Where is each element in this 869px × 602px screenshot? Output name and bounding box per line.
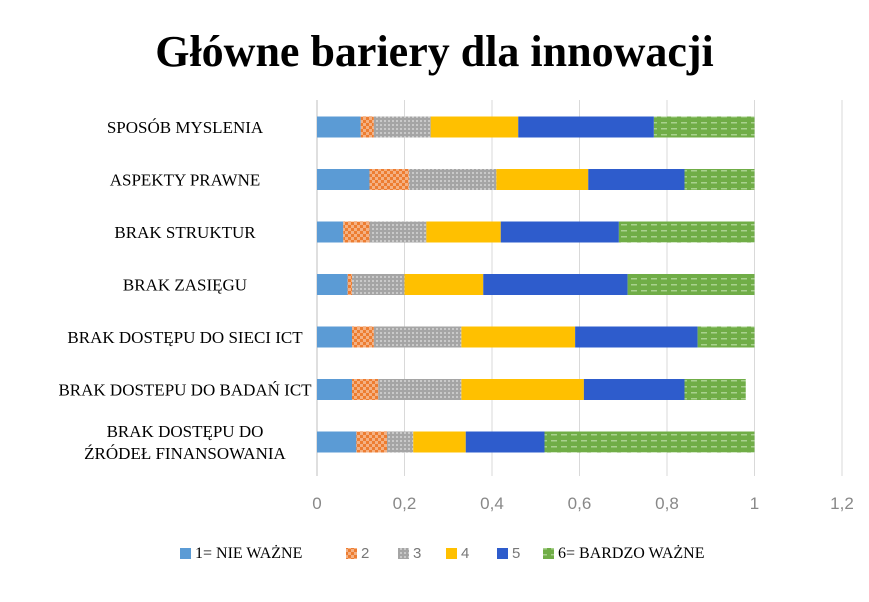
bar-segment	[461, 379, 584, 400]
x-tick-label: 0,4	[480, 494, 504, 513]
bar-segment	[404, 274, 484, 295]
bar-segment	[373, 116, 431, 138]
category-label: SPOSÓB MYSLENIA	[107, 118, 264, 137]
x-tick-label: 1	[750, 494, 759, 513]
bar-segment	[627, 274, 755, 295]
legend-swatch	[346, 548, 357, 559]
x-tick-labels: 0 0,2 0,4 0,6 0,8 1 1,2	[312, 494, 854, 513]
x-tick-label: 0	[312, 494, 321, 513]
bar-segment	[575, 326, 698, 348]
bar-segment	[317, 379, 352, 400]
category-label: BRAK STRUKTUR	[114, 223, 256, 242]
bar-segment	[544, 431, 755, 453]
bar-segment	[653, 116, 755, 138]
category-label: ŹRÓDEŁ FINANSOWANIA	[84, 444, 286, 463]
legend-swatch	[543, 548, 554, 559]
legend-label: 1= NIE WAŻNE	[195, 544, 302, 562]
legend-label: 3	[413, 545, 421, 562]
legend-label: 2	[361, 545, 369, 562]
bar-segment	[387, 431, 414, 453]
bar-segment	[343, 221, 370, 243]
category-label: ASPEKTY PRAWNE	[110, 171, 261, 190]
legend-swatch	[180, 548, 191, 559]
bar-segment	[500, 221, 619, 243]
legend-swatch	[446, 548, 457, 559]
bar-segment	[583, 379, 685, 400]
bar-segment	[697, 326, 755, 348]
bar-segment	[684, 379, 746, 400]
category-label: BRAK DOSTĘPU DO	[107, 422, 264, 441]
bar-segment	[317, 431, 357, 453]
x-tick-label: 1,2	[830, 494, 854, 513]
category-label: BRAK DOSTĘPU DO SIECI ICT	[67, 328, 303, 347]
category-labels: SPOSÓB MYSLENIA ASPEKTY PRAWNE BRAK STRUKT…	[58, 118, 312, 463]
legend-label: 5	[512, 545, 520, 562]
chart-title: Główne bariery dla innowacji	[155, 27, 714, 76]
x-tick-label: 0,6	[568, 494, 592, 513]
bar-segment	[347, 274, 352, 295]
bar-segment	[317, 169, 370, 190]
bar-segment	[317, 326, 352, 348]
x-tick-label: 0,2	[393, 494, 417, 513]
bar-segment	[461, 326, 576, 348]
bar-segment	[378, 379, 462, 400]
bar-segment	[352, 326, 374, 348]
bar-segment	[430, 116, 519, 138]
bar-segment	[413, 431, 466, 453]
bar-segment	[352, 274, 405, 295]
bar-segment	[369, 221, 427, 243]
legend: 1= NIE WAŻNE 2 3 4 5 6= BARDZO WAŻNE	[180, 544, 705, 562]
category-label: BRAK ZASIĘGU	[123, 276, 247, 295]
bar-segment	[352, 379, 379, 400]
bar-segment	[426, 221, 501, 243]
bar-segment	[317, 274, 348, 295]
bar-segment	[483, 274, 628, 295]
bar-segment	[618, 221, 755, 243]
bar-segment	[518, 116, 654, 138]
category-label: BRAK DOSTEPU DO BADAŃ ICT	[58, 381, 312, 400]
legend-label: 4	[461, 545, 469, 562]
bar-segment	[360, 116, 374, 138]
bar-segment	[317, 221, 344, 243]
bar-segment	[588, 169, 685, 190]
legend-label: 6= BARDZO WAŻNE	[558, 544, 705, 562]
x-tick-label: 0,8	[655, 494, 679, 513]
bar-segment	[684, 169, 755, 190]
bar-segment	[356, 431, 387, 453]
legend-swatch	[497, 548, 508, 559]
bar-segment	[408, 169, 497, 190]
bar-segment	[369, 169, 409, 190]
legend-swatch	[398, 548, 409, 559]
bar-segment	[317, 116, 361, 138]
bar-segment	[465, 431, 545, 453]
bars	[317, 116, 755, 453]
bar-segment	[373, 326, 462, 348]
bar-segment	[496, 169, 589, 190]
